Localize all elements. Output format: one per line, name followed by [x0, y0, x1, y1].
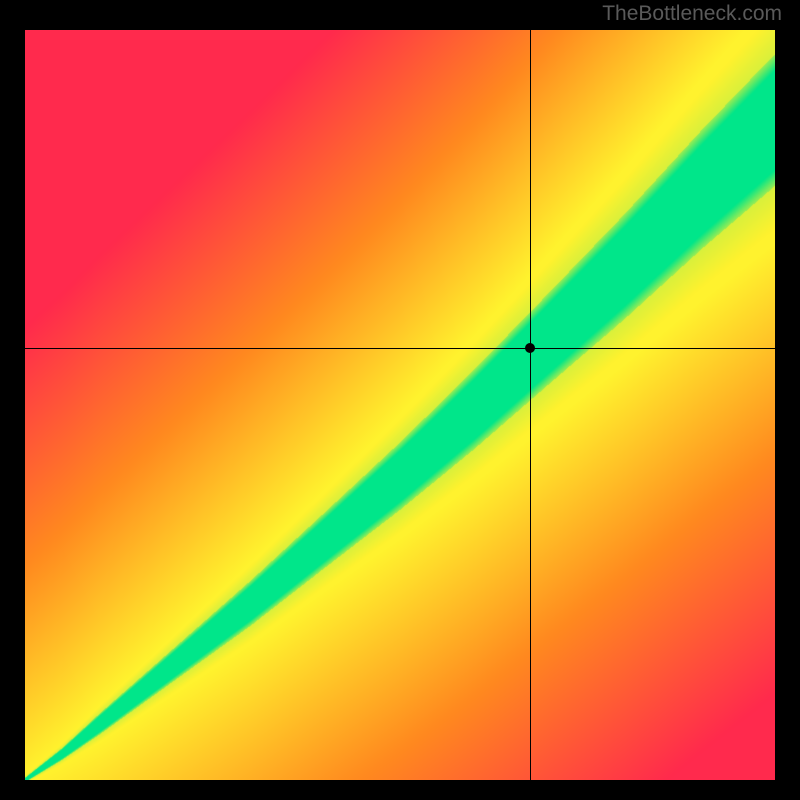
plot-area: [25, 30, 775, 780]
crosshair-horizontal: [25, 348, 775, 349]
chart-container: TheBottleneck.com: [0, 0, 800, 800]
marker-dot: [525, 343, 535, 353]
crosshair-vertical: [530, 30, 531, 780]
watermark-text: TheBottleneck.com: [602, 2, 782, 26]
heatmap-canvas: [25, 30, 775, 780]
